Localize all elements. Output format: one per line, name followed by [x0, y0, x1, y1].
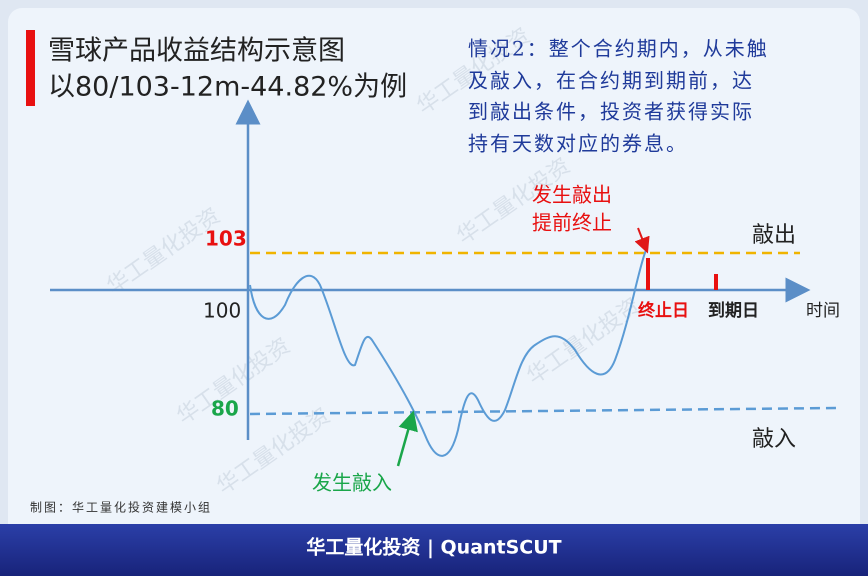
title-bar	[26, 30, 35, 106]
end-marker	[646, 258, 650, 290]
level-name: 敲入	[752, 427, 796, 452]
level-name: 敲出	[752, 223, 796, 248]
level-label: 103	[205, 227, 247, 251]
credit: 制图：华工量化投资建模小组	[30, 500, 212, 515]
title: 雪球产品收益结构示意图	[48, 36, 345, 67]
scenario-line: 情况2：整个合约期内，从未触	[468, 37, 769, 61]
scenario-line: 及敲入，在合约期到期前，达	[468, 69, 754, 93]
footer-band	[0, 524, 868, 576]
subtitle: 以80/103-12m-44.82%为例	[48, 72, 407, 103]
early-exit-label: 发生敲出	[532, 183, 612, 207]
level-label: 80	[211, 397, 239, 421]
price-path	[249, 249, 647, 457]
knock-in-event-label: 发生敲入	[312, 471, 392, 495]
knock-in-line	[249, 406, 837, 416]
knock-in-arrow	[396, 410, 418, 467]
scenario-line: 持有天数对应的券息。	[468, 132, 688, 156]
end-day-label: 终止日	[638, 300, 689, 321]
maturity-marker	[714, 274, 718, 290]
level-label: 100	[203, 299, 241, 323]
early-exit-label: 提前终止	[532, 211, 612, 235]
scenario: 情况2：整个合约期内，从未触 及敲入，在合约期到期前，达 到敲出条件，投资者获得…	[468, 37, 769, 156]
card	[8, 8, 860, 538]
scenario-line: 到敲出条件，投资者获得实际	[468, 100, 754, 124]
knock-out-arrow	[634, 227, 650, 254]
x-axis-label: 时间	[806, 301, 840, 321]
maturity-label: 到期日	[708, 301, 759, 321]
footer-text: 华工量化投资 | QuantSCUT	[306, 536, 561, 559]
